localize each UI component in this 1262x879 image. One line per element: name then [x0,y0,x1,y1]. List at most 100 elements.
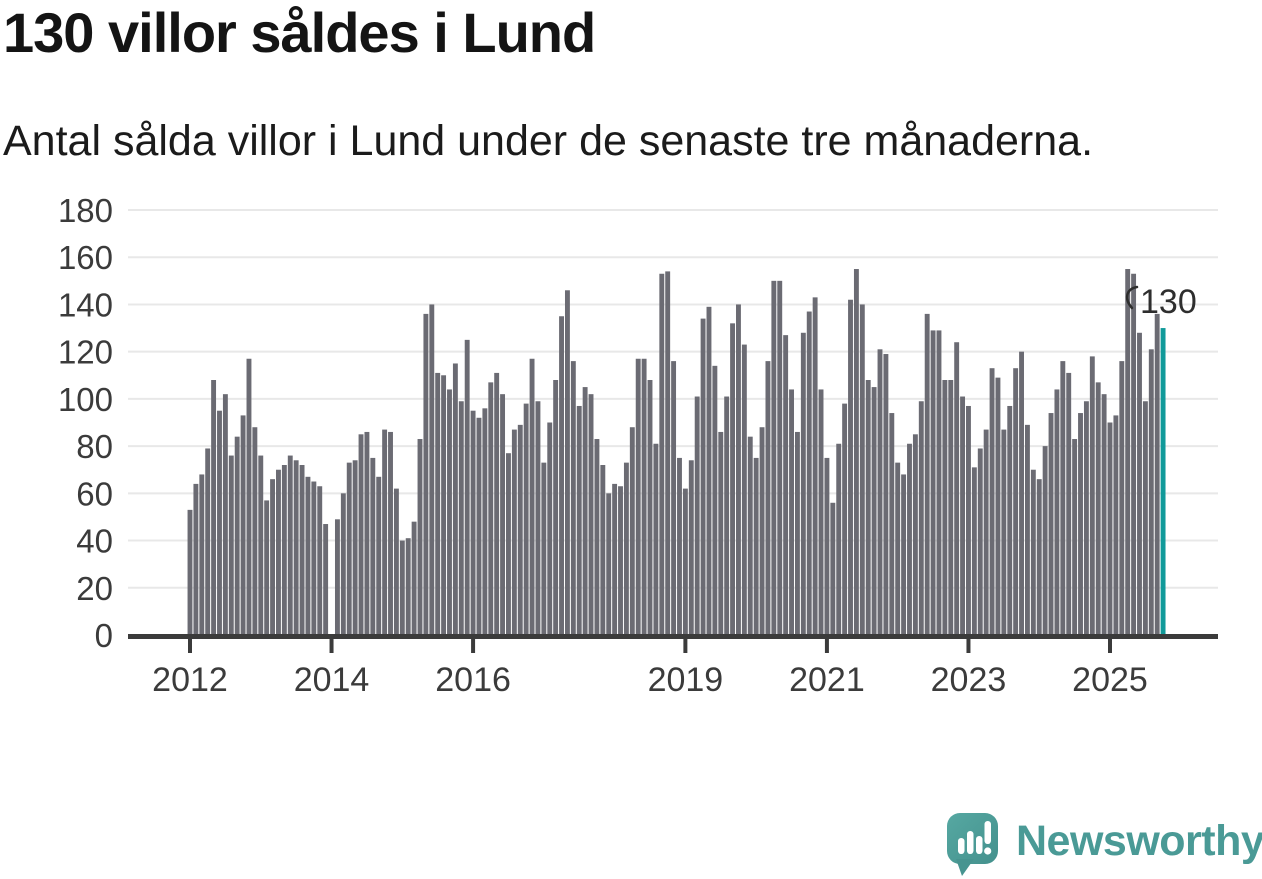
bar [1036,479,1042,637]
bar [452,363,458,637]
bar [1154,313,1160,637]
bar [1125,269,1131,637]
x-axis-label: 2019 [648,661,724,699]
x-axis-label: 2021 [789,661,865,699]
speech-bubble-tail [956,859,974,876]
bar [299,465,305,637]
bar [211,380,217,637]
bar [859,304,865,637]
bar [1137,332,1142,637]
y-axis-label: 160 [58,239,113,276]
bar [688,460,694,637]
logo-bar-medium-icon [976,836,983,854]
bar [423,313,429,637]
logo-bar-short-icon [958,838,965,854]
bar [629,427,635,637]
bar [1107,422,1113,637]
bar [1030,469,1036,637]
bar [334,519,340,637]
bar [1019,351,1024,637]
x-axis-label: 2012 [152,661,228,699]
x-axis-label: 2025 [1072,661,1148,699]
bar [771,280,777,637]
bar [942,380,948,637]
bar [1148,349,1154,637]
bar [570,361,576,637]
bar [340,493,346,637]
bar [871,387,877,637]
bar [529,358,535,637]
chart-title: 130 villor såldes i Lund [3,1,596,64]
bar [647,380,653,637]
bar [1119,361,1125,637]
bar [222,394,228,637]
bar [930,330,936,637]
bar [600,465,606,637]
bar [1048,413,1054,637]
highlighted-bar [1160,328,1166,637]
bar [217,410,222,637]
bar [193,483,199,637]
chart-subtitle: Antal sålda villor i Lund under de senas… [3,117,1094,165]
bar [1013,368,1019,637]
logo-bar-tall-icon [967,831,974,854]
bar [765,361,771,637]
bar [234,436,240,637]
bar [582,387,588,637]
bar [458,401,464,637]
bar [936,330,942,637]
bar [547,422,553,637]
bar [488,382,494,637]
bar [1007,405,1013,637]
bar [411,521,417,637]
bar [594,439,600,637]
bar [429,304,435,637]
x-axis-label: 2016 [435,661,511,699]
exclamation-stroke-icon [984,821,991,844]
bar [376,476,382,637]
y-axis-label: 60 [76,475,113,512]
bar [700,318,706,637]
bar [393,488,399,637]
bar [836,443,842,637]
bar [464,339,470,637]
bar [346,462,352,637]
bar [476,417,482,637]
bar [1060,361,1066,637]
bar [535,401,541,637]
newsworthy-logo: Newsworthy [933,801,1262,879]
bar [706,306,712,637]
bar [677,457,682,637]
bar [883,354,889,637]
bar [358,434,364,637]
bar [559,316,564,637]
bar [1101,394,1107,637]
bar [1142,401,1148,637]
bar [1131,273,1137,637]
bar [1054,389,1060,637]
bar [971,467,977,637]
bar [612,483,618,637]
bar [912,434,918,637]
bar [276,469,281,637]
y-axis-label: 40 [76,523,113,560]
bar [1083,401,1089,637]
bar [966,405,971,637]
bar [989,368,995,637]
bar [806,311,812,637]
bar [653,443,659,637]
bar [635,358,641,637]
bar [500,394,506,637]
bar [718,431,724,637]
bar [865,380,871,637]
bar [399,540,405,637]
bar [370,457,376,637]
bar [606,493,612,637]
bar [1078,413,1083,637]
bar [848,299,853,637]
bar [1066,372,1072,637]
bar [901,474,907,637]
bar [447,389,452,637]
exclamation-dot-icon [984,847,992,855]
annotation-value: 130 [1140,283,1197,321]
